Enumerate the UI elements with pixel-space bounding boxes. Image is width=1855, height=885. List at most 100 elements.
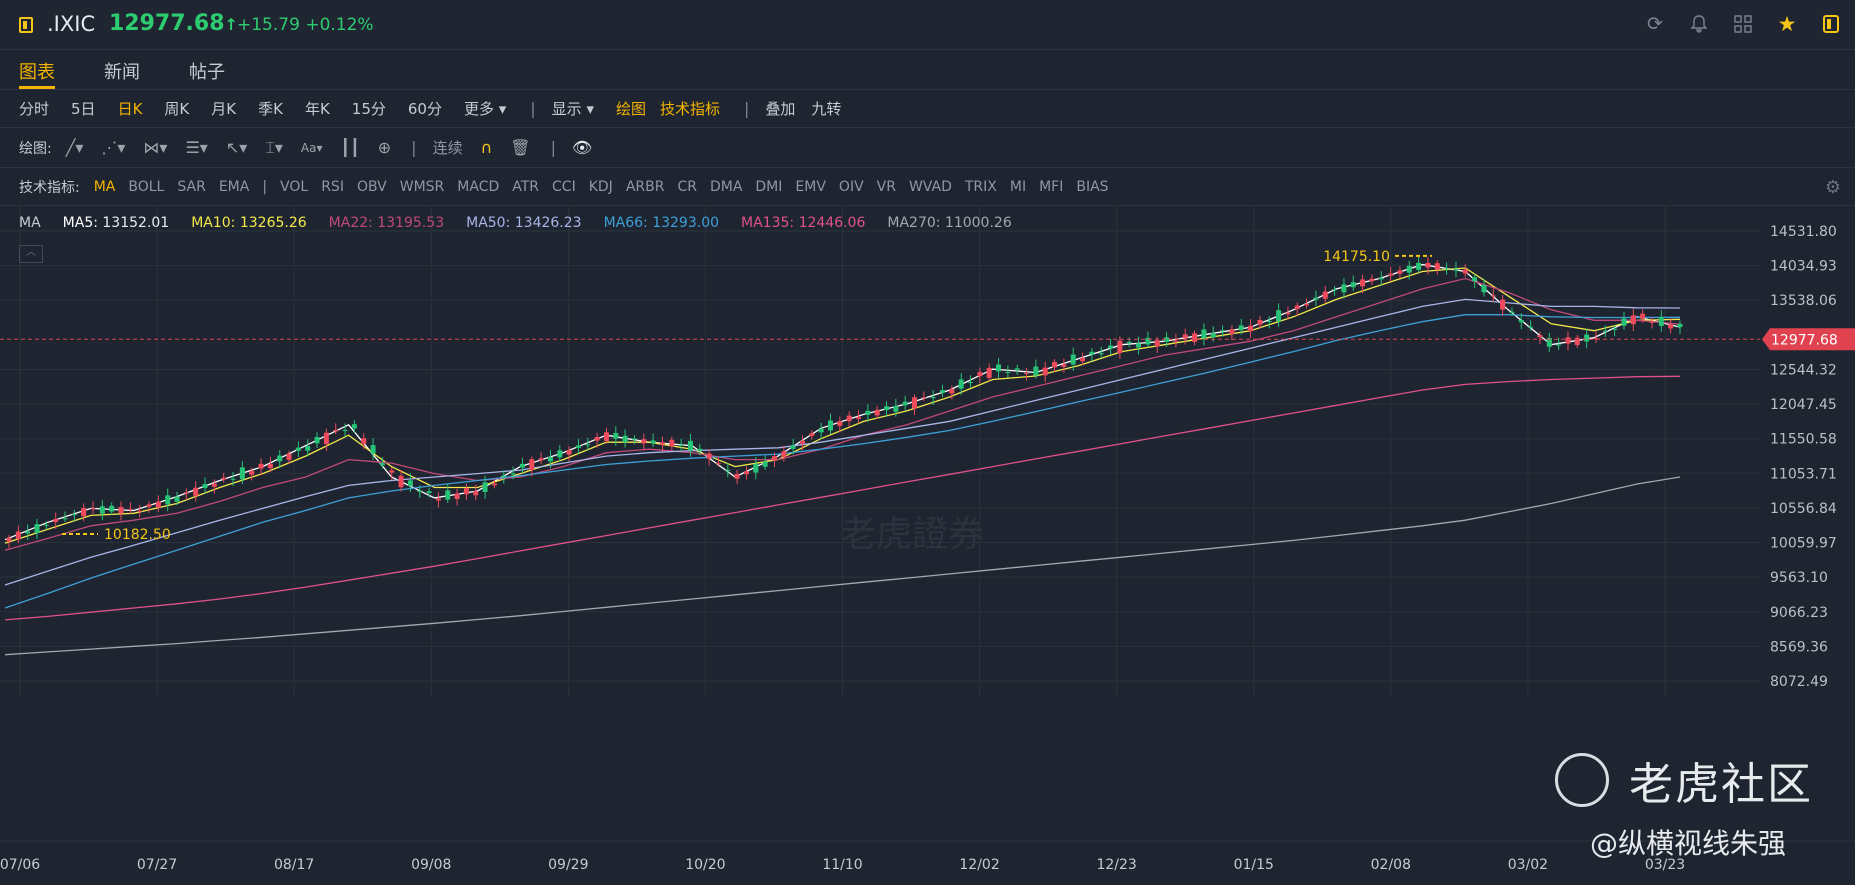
ma-legend: MA MA5: 13152.01 MA10: 13265.26 MA22: 1319…: [19, 215, 1034, 231]
period-monthly[interactable]: 月K: [211, 100, 237, 118]
indicator-sar[interactable]: SAR: [177, 178, 206, 195]
font-tool-icon[interactable]: Aa▾: [300, 140, 323, 155]
indicator-ema[interactable]: EMA: [218, 178, 250, 195]
pattern-tool-icon[interactable]: ⋈▾: [143, 138, 168, 157]
trendline-tool-icon[interactable]: ╱▾: [65, 138, 84, 157]
candle-body: [1612, 328, 1618, 330]
polyline-tool-icon[interactable]: ⋰▾: [101, 138, 126, 157]
indicator-rsi[interactable]: RSI: [321, 178, 344, 195]
candle-body: [1444, 268, 1450, 270]
indicator-trix[interactable]: TRIX: [964, 178, 997, 195]
candle-body: [603, 432, 609, 441]
overlay-button[interactable]: 叠加: [765, 100, 796, 118]
sidebar-icon[interactable]: [1819, 12, 1843, 36]
candle-body: [90, 508, 96, 510]
display-dropdown[interactable]: 显示 ▾: [551, 100, 594, 118]
arrow-tool-icon[interactable]: ↖▾: [225, 138, 248, 157]
indicator-cci[interactable]: CCI: [552, 178, 576, 195]
period-weekly[interactable]: 周K: [164, 100, 190, 118]
candle-body: [1126, 341, 1132, 343]
indicator-kdj[interactable]: KDJ: [588, 178, 613, 195]
indicator-dmi[interactable]: DMI: [755, 178, 783, 195]
tab-posts[interactable]: 帖子: [189, 62, 225, 83]
period-60min[interactable]: 60分: [407, 100, 442, 118]
active-tab-indicator: [19, 86, 55, 89]
y-tick-label: 11550.58: [1770, 432, 1837, 448]
tab-chart[interactable]: 图表: [19, 62, 55, 83]
ma-legend-item: MA270: 11000.26: [887, 215, 1022, 231]
period-15min[interactable]: 15分: [351, 100, 386, 118]
candle-body: [650, 440, 656, 444]
candle-body: [295, 447, 301, 451]
text-tool-icon[interactable]: ⌶▾: [265, 137, 283, 157]
price-value: 12977.68: [109, 11, 225, 36]
measure-tool-icon[interactable]: ┃┃: [340, 138, 360, 157]
divider: |: [411, 138, 417, 157]
grid-icon[interactable]: [1731, 12, 1755, 36]
watchlist-toggle-icon[interactable]: [19, 17, 33, 33]
indicator-vr[interactable]: VR: [876, 178, 896, 195]
divider: |: [530, 99, 536, 118]
candle-body: [725, 469, 731, 471]
candle-body: [809, 433, 815, 436]
indicator-mi[interactable]: MI: [1009, 178, 1027, 195]
candle-body: [827, 420, 833, 431]
indicator-oiv[interactable]: OIV: [838, 178, 864, 195]
indicator-mfi[interactable]: MFI: [1039, 178, 1064, 195]
drawing-toggle[interactable]: 绘图: [615, 100, 646, 118]
eye-icon[interactable]: 👁: [572, 138, 593, 157]
star-icon[interactable]: ★: [1777, 12, 1797, 36]
indicator-bias[interactable]: BIAS: [1076, 178, 1109, 195]
bell-icon[interactable]: [1687, 12, 1711, 36]
indicator-vol[interactable]: VOL: [280, 178, 309, 195]
indicator-wvad[interactable]: WVAD: [908, 178, 952, 195]
zoom-icon[interactable]: ⊕: [377, 138, 392, 157]
indicators-toggle[interactable]: 技术指标: [660, 100, 721, 118]
indicator-wmsr[interactable]: WMSR: [399, 178, 445, 195]
candle-body: [1005, 371, 1011, 373]
indicator-macd[interactable]: MACD: [457, 178, 500, 195]
period-5day[interactable]: 5日: [71, 100, 96, 118]
candle-body: [1220, 330, 1226, 332]
candle-body: [398, 475, 404, 488]
candle-body: [958, 379, 964, 389]
collapse-legend-icon[interactable]: ︿: [19, 245, 43, 263]
period-daily[interactable]: 日K: [117, 100, 143, 118]
period-yearly[interactable]: 年K: [304, 100, 330, 118]
magnet-icon[interactable]: ∩: [480, 138, 493, 157]
trash-icon[interactable]: 🗑: [510, 138, 531, 157]
candle-body: [968, 382, 974, 384]
candle-body: [1061, 364, 1067, 367]
candle-body: [1145, 337, 1151, 345]
indicator-emv[interactable]: EMV: [795, 178, 826, 195]
change-value: +15.79: [237, 15, 300, 35]
candle-body: [790, 445, 796, 449]
period-more-dropdown[interactable]: 更多 ▾: [463, 100, 507, 118]
indicator-dma[interactable]: DMA: [709, 178, 743, 195]
indicator-ma[interactable]: MA: [93, 178, 116, 195]
continuous-draw-toggle[interactable]: 连续: [432, 139, 463, 157]
indicator-cr[interactable]: CR: [677, 178, 697, 195]
candle-body: [34, 524, 40, 534]
x-tick-label: 07/27: [137, 857, 177, 873]
ma-legend-value: 11000.26: [944, 215, 1012, 231]
fib-tool-icon[interactable]: ☰▾: [185, 138, 208, 157]
candle-body: [1285, 312, 1291, 315]
price-chart[interactable]: 14531.80 14034.93 13538.06 12544.32 12047.45…: [0, 206, 1855, 885]
drawing-toolbar: 绘图: ╱▾ ⋰▾ ⋈▾ ☰▾ ↖▾ ⌶▾ Aa▾ ┃┃ ⊕ | 连续 ∩ 🗑 …: [0, 128, 1855, 168]
indicator-boll[interactable]: BOLL: [128, 178, 165, 195]
candle-body: [417, 490, 423, 492]
candle-body: [249, 470, 255, 475]
period-quarterly[interactable]: 季K: [258, 100, 283, 118]
indicator-arbr[interactable]: ARBR: [625, 178, 665, 195]
td-sequential-button[interactable]: 九转: [811, 100, 842, 118]
indicator-atr[interactable]: ATR: [512, 178, 540, 195]
candle-body: [1033, 366, 1039, 376]
period-intraday[interactable]: 分时: [19, 100, 50, 118]
ma-legend-label: MA135:: [741, 215, 799, 231]
indicator-obv[interactable]: OBV: [356, 178, 387, 195]
ma-legend-item: MA5: 13152.01: [63, 215, 181, 231]
refresh-icon[interactable]: ⟳: [1647, 13, 1663, 35]
tab-news[interactable]: 新闻: [104, 62, 140, 83]
gear-icon[interactable]: ⚙: [1824, 177, 1841, 198]
